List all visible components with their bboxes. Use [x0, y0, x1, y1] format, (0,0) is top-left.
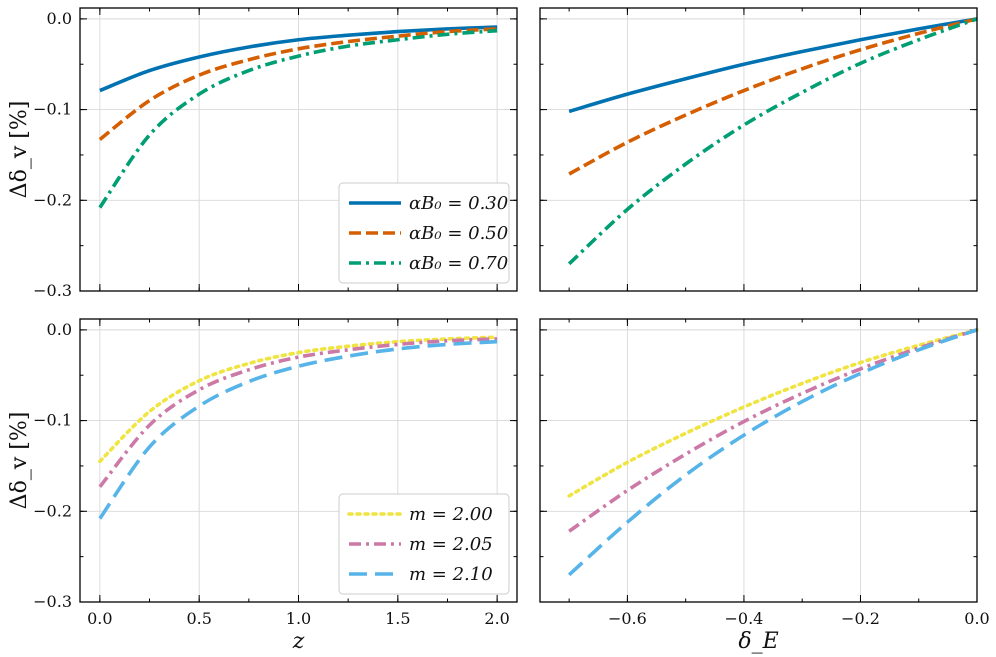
y-axis-label: Δδ_v [%] [7, 412, 32, 510]
axes-frame [79, 318, 518, 603]
legend: αB₀ = 0.30 αB₀ = 0.50 αB₀ = 0.70 [338, 182, 510, 284]
y-tick-label: 0.0 [47, 9, 72, 28]
x-axis-label: z [292, 629, 305, 654]
series-line-m-2-00 [98, 335, 499, 464]
series-line-m-2-05 [568, 328, 978, 533]
series-line--b0-0-30 [568, 17, 978, 114]
x-tick-label: 0.0 [87, 609, 112, 628]
panel-bottom-left: 0.0 0.5 1.0 1.5 2.0 0.0 −0.1 −0.2 −0.3 Δδ_v [%] z m… [7, 318, 518, 654]
legend-label: αB₀ = 0.30 [409, 193, 508, 214]
legend-label: m = 2.00 [409, 504, 493, 525]
y-tick-label: −0.1 [33, 100, 72, 119]
y-tick-label: −0.2 [33, 190, 72, 209]
y-axis-label: Δδ_v [%] [7, 101, 32, 199]
axes-frame [79, 7, 518, 292]
legend-label: m = 2.10 [409, 564, 493, 585]
y-tick-label: −0.1 [33, 411, 72, 430]
x-tick-label: 1.5 [385, 609, 410, 628]
series-line--b0-0-30 [99, 25, 498, 93]
y-tick-label: −0.3 [33, 281, 72, 300]
legend-label: αB₀ = 0.50 [409, 223, 508, 244]
panel-bottom-right: −0.6 −0.4 −0.2 0.0 δ_E [539, 318, 990, 654]
x-tick-label: −0.4 [725, 609, 764, 628]
x-tick-label: 0.5 [186, 609, 211, 628]
series-line--b0-0-50 [98, 27, 498, 141]
series-line-m-2-05 [98, 337, 498, 488]
series-line--b0-0-70 [567, 17, 978, 266]
x-tick-label: 2.0 [484, 609, 509, 628]
y-tick-label: −0.2 [33, 501, 72, 520]
y-tick-label: 0.0 [47, 320, 72, 339]
legend: m = 2.00 m = 2.05 m = 2.10 [338, 493, 510, 595]
legend-label: αB₀ = 0.70 [409, 253, 508, 274]
y-tick-label: −0.3 [33, 592, 72, 611]
series-line--b0-0-50 [568, 17, 978, 176]
x-tick-label: −0.6 [608, 609, 647, 628]
x-tick-label: −0.2 [841, 609, 880, 628]
panel-top-right [539, 7, 978, 292]
x-tick-label: 1.0 [286, 609, 311, 628]
series-line-m-2-10 [567, 328, 978, 577]
legend-label: m = 2.05 [409, 534, 493, 555]
legend-box [338, 493, 510, 595]
axes-frame [539, 318, 978, 603]
legend-box [338, 182, 510, 284]
axes-frame [539, 7, 978, 292]
x-axis-label: δ_E [738, 629, 778, 654]
series-line-m-2-00 [567, 328, 979, 498]
series-line--b0-0-70 [98, 28, 498, 209]
x-tick-label: 0.0 [964, 609, 989, 628]
series-line-m-2-10 [98, 339, 498, 520]
